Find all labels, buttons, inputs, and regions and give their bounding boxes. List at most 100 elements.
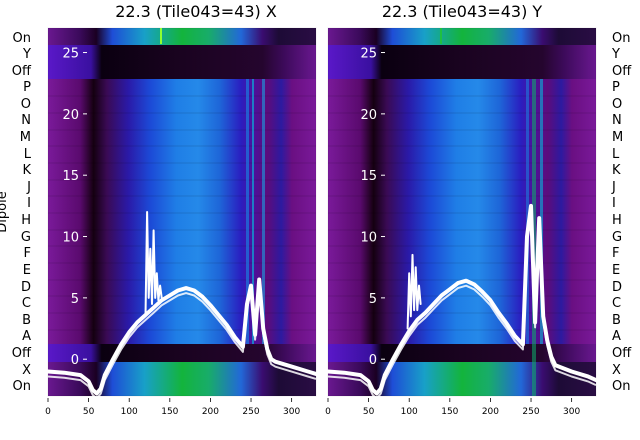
x-tick-label: 150 xyxy=(441,407,458,417)
row-label: D xyxy=(21,280,31,295)
row-label: F xyxy=(612,246,619,261)
overlay-y-ticks-right: 0 5 10 15 20 25 xyxy=(360,47,385,368)
heatmap-frame xyxy=(47,27,317,397)
row-label: Off xyxy=(612,346,632,361)
row-label: E xyxy=(23,263,31,278)
row-label: Y xyxy=(611,47,620,62)
row-label: L xyxy=(24,147,32,162)
heatmap-right xyxy=(327,27,597,397)
overlay-y-tick-label: 20 xyxy=(62,108,79,123)
x-tick-label: 300 xyxy=(283,407,300,417)
row-label: M xyxy=(612,130,623,145)
heatmap-band-dipoles xyxy=(48,79,316,344)
spectrum-overlay-left xyxy=(46,211,318,400)
row-label: G xyxy=(612,230,622,245)
row-label: X xyxy=(22,363,31,378)
row-label: Off xyxy=(12,346,32,361)
row-label: L xyxy=(612,147,620,162)
row-label: A xyxy=(22,329,31,344)
overlay-y-tick-label: 15 xyxy=(360,169,377,184)
row-dividers xyxy=(48,95,316,331)
row-labels-right: On Y Off P O N M L K J I H G F E D C B A… xyxy=(611,31,632,394)
x-tick-label: 200 xyxy=(482,407,499,417)
row-label: Y xyxy=(22,47,31,62)
x-tick-label: 150 xyxy=(161,407,178,417)
row-label: H xyxy=(612,213,622,228)
row-label: I xyxy=(27,196,31,211)
row-label: F xyxy=(24,246,31,261)
row-label: N xyxy=(612,113,622,128)
row-label: I xyxy=(612,196,616,211)
y-axis-label: Dipole xyxy=(0,191,10,232)
heatmap-frame xyxy=(327,27,597,397)
row-dividers xyxy=(328,95,596,331)
row-label: C xyxy=(22,296,31,311)
row-label: H xyxy=(21,213,31,228)
x-tick-label: 50 xyxy=(363,407,375,417)
heatmap-left xyxy=(47,27,317,397)
right-panel: 22.3 (Tile043=43) Y On Y Off P O N M L K… xyxy=(325,2,632,417)
row-label: On xyxy=(13,379,31,394)
x-tick-label: 100 xyxy=(121,407,138,417)
row-label: O xyxy=(612,97,622,112)
row-label: P xyxy=(612,80,620,95)
row-label: K xyxy=(22,163,31,178)
x-tick-label: 250 xyxy=(242,407,259,417)
row-label: N xyxy=(21,113,31,128)
row-label: On xyxy=(612,379,630,394)
heatmap-band-off xyxy=(48,344,316,362)
x-tick-label: 50 xyxy=(83,407,95,417)
row-label: X xyxy=(612,363,621,378)
row-label: O xyxy=(21,97,31,112)
row-label: P xyxy=(23,80,31,95)
row-label: J xyxy=(26,180,31,195)
overlay-y-tick-label: 15 xyxy=(62,169,79,184)
rfi-stripes xyxy=(160,28,265,344)
series-line-spread xyxy=(327,209,597,400)
overlay-y-ticks-left: 0 5 10 15 20 25 xyxy=(62,47,87,368)
row-label: B xyxy=(612,313,621,328)
x-ticks-left: 0 50 100 150 200 250 300 xyxy=(45,398,300,417)
heatmap-band-dipoles xyxy=(328,79,596,344)
overlay-y-tick-label: 10 xyxy=(360,231,377,246)
overlay-y-tick-label: 5 xyxy=(369,292,377,307)
right-panel-title: 22.3 (Tile043=43) Y xyxy=(382,2,543,21)
row-label: On xyxy=(13,31,31,46)
row-label: B xyxy=(22,313,31,328)
overlay-y-tick-label: 25 xyxy=(360,47,377,62)
overlay-y-tick-label: 10 xyxy=(62,231,79,246)
x-tick-label: 100 xyxy=(401,407,418,417)
overlay-y-tick-label: 0 xyxy=(71,353,79,368)
series-line-spikes xyxy=(144,211,163,318)
row-label: A xyxy=(612,329,621,344)
row-labels-left: On Y Off P O N M L K J I H G F E D C B A… xyxy=(12,31,32,394)
heatmap-band-off xyxy=(328,62,596,79)
left-panel-title: 22.3 (Tile043=43) X xyxy=(115,2,277,21)
row-label: J xyxy=(611,180,616,195)
x-tick-label: 200 xyxy=(202,407,219,417)
heatmap-band-y xyxy=(328,45,596,62)
heatmap-band-on xyxy=(48,28,316,45)
row-label: G xyxy=(21,230,31,245)
x-tick-label: 0 xyxy=(325,407,331,417)
overlay-y-tick-label: 20 xyxy=(360,108,377,123)
row-label: E xyxy=(612,263,620,278)
heatmap-band-y xyxy=(48,45,316,63)
series-line-spikes xyxy=(406,253,422,330)
overlay-y-tick-label: 0 xyxy=(369,353,377,368)
heatmap-band-on xyxy=(328,28,596,45)
row-label: C xyxy=(612,296,621,311)
x-tick-label: 300 xyxy=(563,407,580,417)
row-label: Off xyxy=(12,64,32,79)
left-panel: 22.3 (Tile043=43) X Dipole On Y Off P O … xyxy=(0,2,318,417)
row-label: On xyxy=(612,31,630,46)
series-line-spread xyxy=(47,283,317,400)
overlay-y-tick-label: 25 xyxy=(62,47,79,62)
row-label: D xyxy=(612,280,622,295)
overlay-y-tick-label: 5 xyxy=(71,292,79,307)
x-tick-label: 0 xyxy=(45,407,51,417)
row-label: K xyxy=(612,163,621,178)
row-label: M xyxy=(20,130,31,145)
x-tick-label: 250 xyxy=(522,407,539,417)
